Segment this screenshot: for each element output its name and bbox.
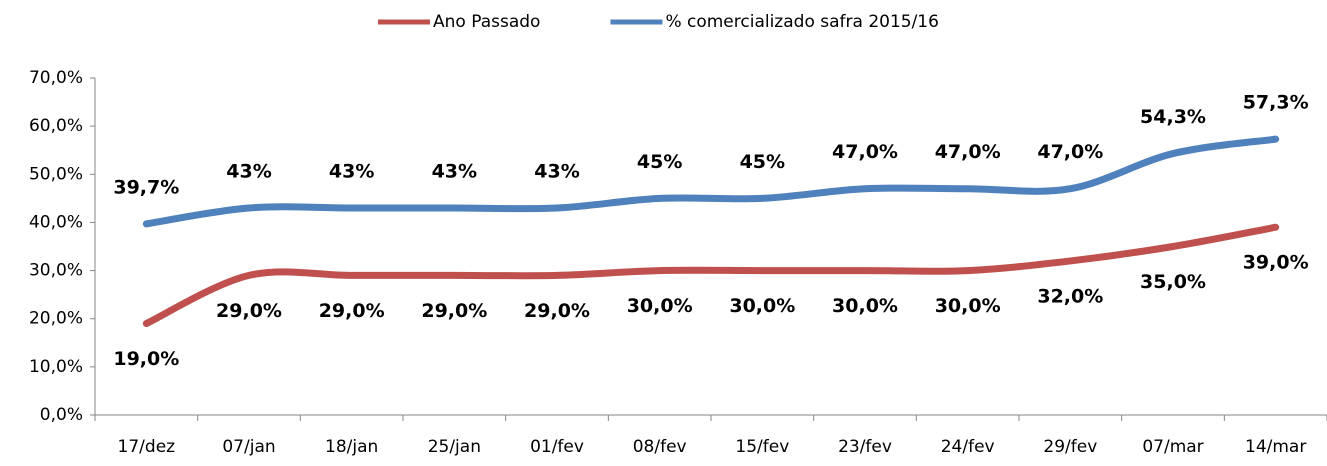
y-tick-label: 40,0% (29, 212, 83, 232)
legend-label: Ano Passado (433, 12, 540, 32)
x-tick-label: 29/fev (1043, 437, 1097, 457)
data-label: 43% (534, 160, 579, 182)
data-label: 29,0% (421, 300, 487, 322)
data-label: 30,0% (832, 295, 898, 317)
y-tick-label: 10,0% (29, 357, 83, 377)
data-label: 47,0% (1037, 141, 1103, 163)
y-tick-label: 50,0% (29, 164, 83, 184)
data-label: 19,0% (113, 348, 179, 370)
data-label: 54,3% (1140, 106, 1206, 128)
data-label: 47,0% (832, 141, 898, 163)
series-line (142, 135, 1280, 228)
data-label: 47,0% (935, 141, 1001, 163)
data-label: 30,0% (627, 295, 693, 317)
x-tick-label: 25/jan (428, 437, 481, 457)
data-label: 45% (740, 151, 785, 173)
x-tick-label: 07/jan (222, 437, 275, 457)
data-label: 43% (226, 160, 271, 182)
data-label: 32,0% (1037, 285, 1103, 307)
data-label: 39,7% (113, 176, 179, 198)
data-label: 29,0% (319, 300, 385, 322)
x-tick-label: 24/fev (941, 437, 995, 457)
x-tick-label: 01/fev (530, 437, 584, 457)
x-tick-label: 17/dez (118, 437, 176, 457)
y-tick-label: 20,0% (29, 309, 83, 329)
x-tick-label: 18/jan (325, 437, 378, 457)
x-tick-label: 14/mar (1245, 437, 1306, 457)
data-label: 45% (637, 151, 682, 173)
legend-label: % comercializado safra 2015/16 (665, 12, 939, 32)
data-label: 35,0% (1140, 271, 1206, 293)
data-label: 43% (329, 160, 374, 182)
y-tick-label: 0,0% (40, 405, 83, 425)
data-label: 57,3% (1243, 92, 1309, 114)
x-tick-label: 08/fev (633, 437, 687, 457)
y-tick-label: 30,0% (29, 261, 83, 281)
data-label: 29,0% (216, 300, 282, 322)
data-label: 30,0% (729, 295, 795, 317)
x-tick-label: 07/mar (1142, 437, 1203, 457)
x-tick-label: 23/fev (838, 437, 892, 457)
y-tick-label: 60,0% (29, 116, 83, 136)
data-label: 29,0% (524, 300, 590, 322)
x-tick-label: 15/fev (735, 437, 789, 457)
y-tick-label: 70,0% (29, 68, 83, 88)
data-label: 43% (432, 160, 477, 182)
data-label: 39,0% (1243, 252, 1309, 274)
data-label: 30,0% (935, 295, 1001, 317)
series-line (142, 223, 1280, 328)
